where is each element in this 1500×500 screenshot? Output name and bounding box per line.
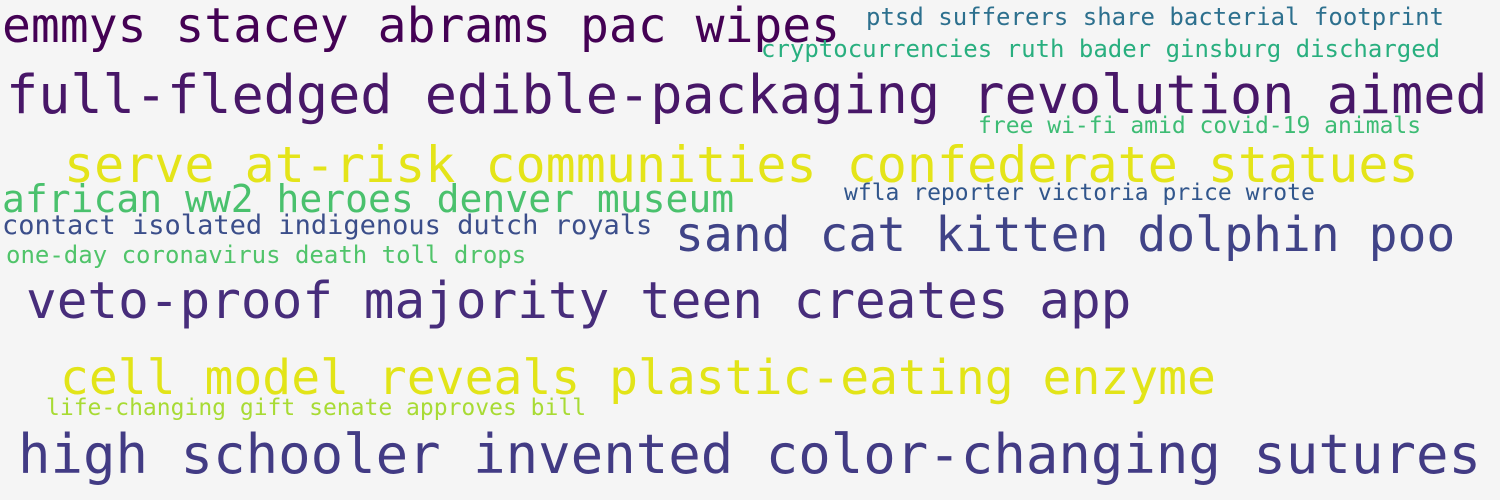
cloud-phrase: sand cat kitten dolphin poo: [675, 207, 1456, 263]
cloud-phrase: wfla reporter victoria price wrote: [844, 180, 1315, 206]
cloud-phrase: high schooler invented color-changing su…: [18, 423, 1481, 486]
cloud-phrase: serve at-risk communities confederate st…: [64, 136, 1419, 194]
cloud-phrase: emmys stacey abrams pac wipes: [2, 0, 841, 54]
cloud-phrase: cryptocurrencies ruth bader ginsburg dis…: [761, 35, 1441, 63]
cloud-phrase: one-day coronavirus death toll drops: [6, 241, 527, 269]
cloud-phrase: life-changing gift senate approves bill: [46, 395, 587, 421]
cloud-phrase: african ww2 heroes denver museum: [2, 177, 735, 221]
cloud-phrase: cell model reveals plastic-eating enzyme: [60, 350, 1216, 406]
cloud-phrase: ptsd sufferers share bacterial footprint: [866, 3, 1444, 31]
cloud-phrase: veto-proof majority teen creates app: [26, 272, 1132, 331]
cloud-phrase: contact isolated indigenous dutch royals: [2, 210, 653, 241]
cloud-phrase: free wi-fi amid covid-19 animals: [978, 113, 1422, 139]
cloud-phrase: full-fledged edible-packaging revolution…: [6, 63, 1488, 126]
